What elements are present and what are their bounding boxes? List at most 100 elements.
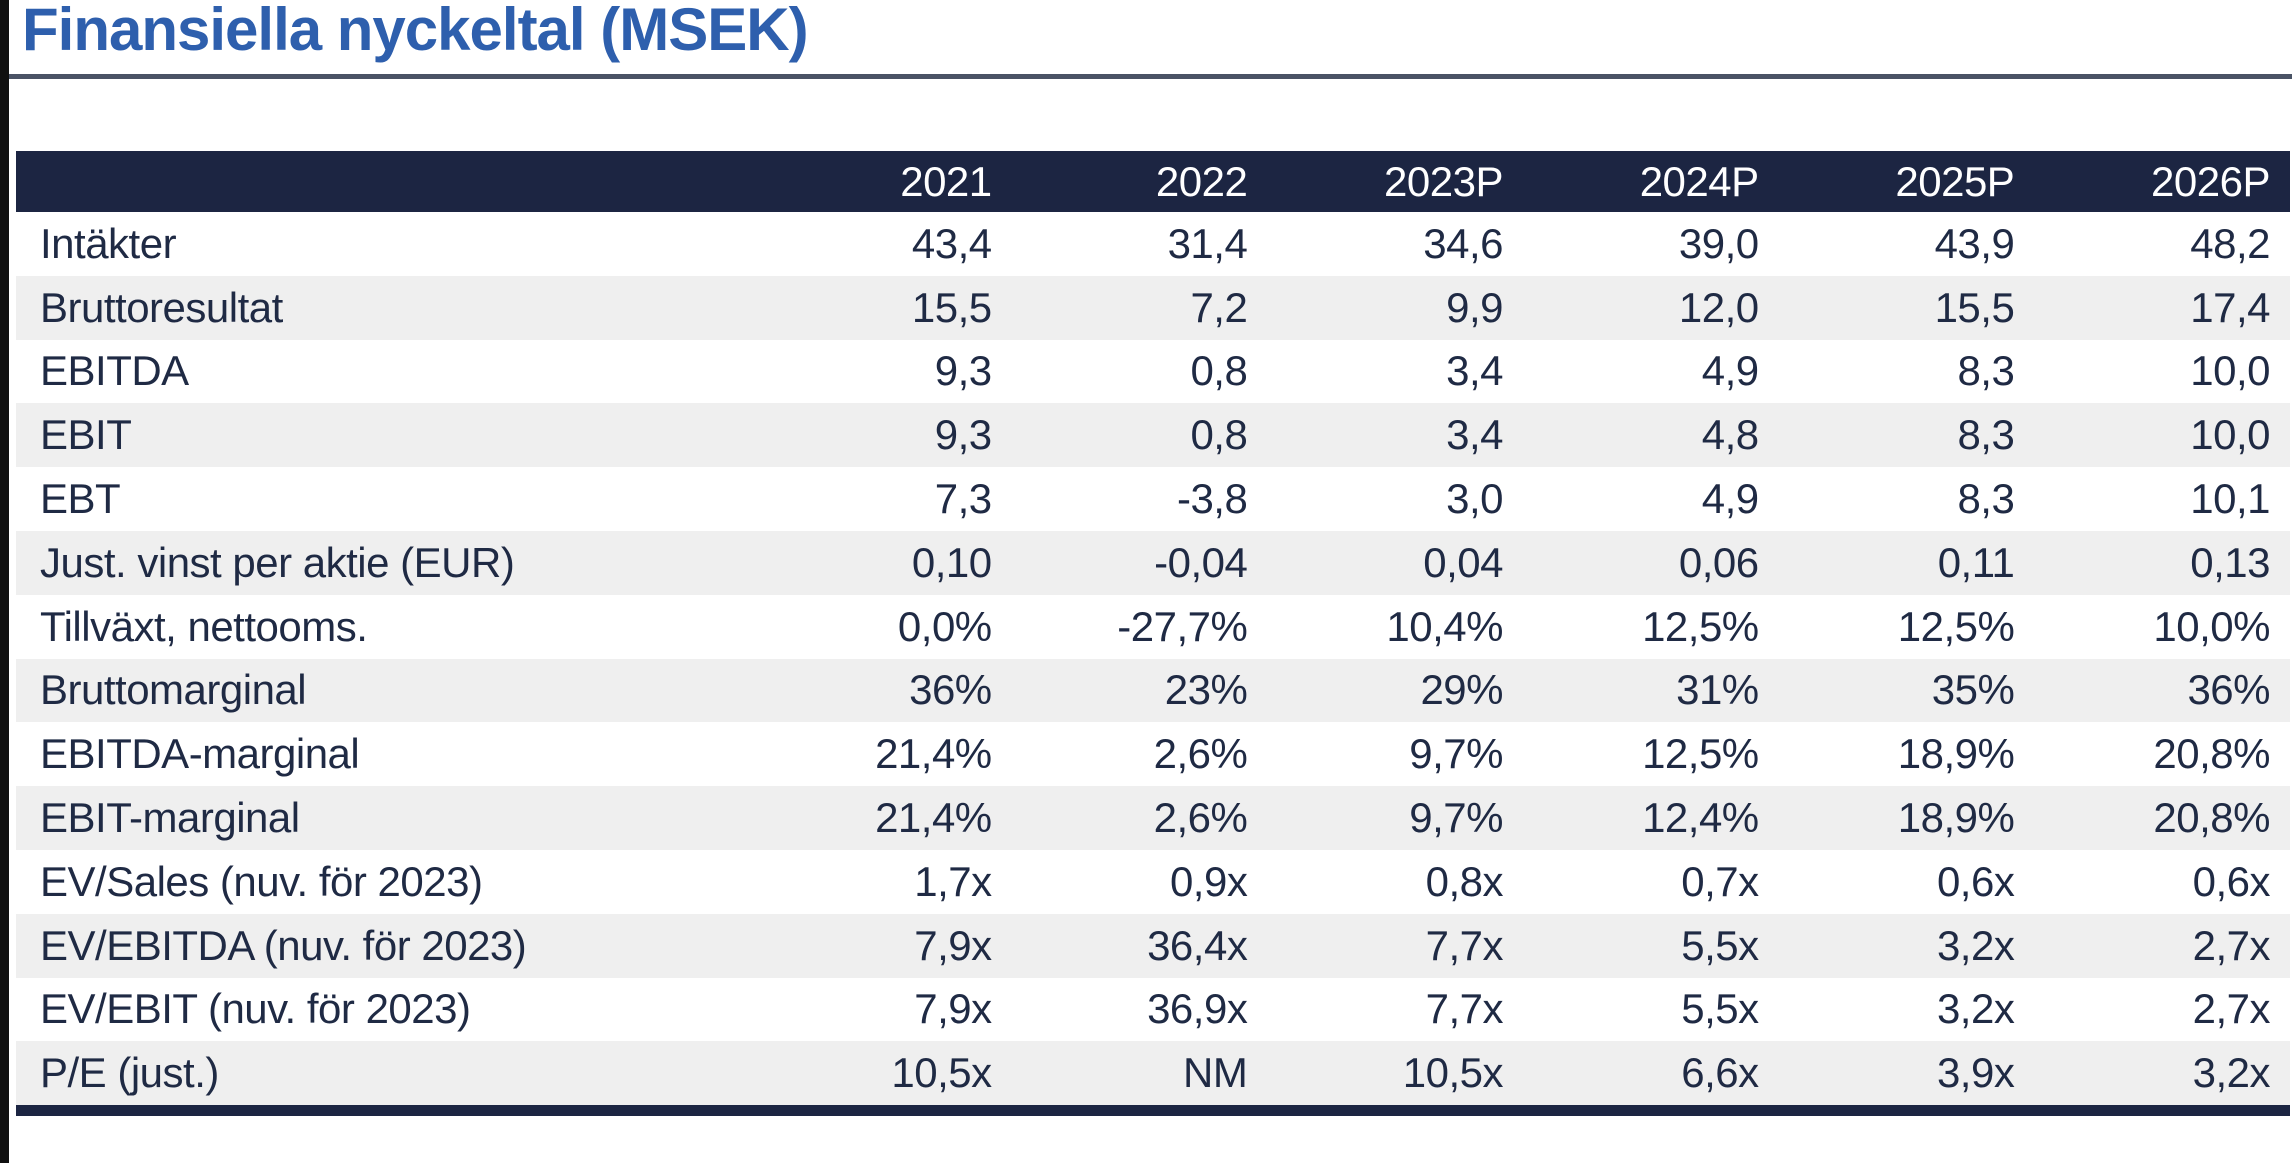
cell-value: 0,04 <box>1423 538 1503 586</box>
cell-value: 9,3 <box>934 411 992 459</box>
cell-value: 1,7x <box>914 857 992 905</box>
table-row: Just. vinst per aktie (EUR) 0,10 -0,04 0,04… <box>16 530 2290 595</box>
cell-value: 5,5x <box>1681 921 1759 969</box>
row-label: Tillväxt, nettooms. <box>40 602 368 650</box>
cell-value: 0,0% <box>897 602 992 650</box>
table-row: EBT 7,3 -3,8 3,0 4,9 8,3 10,1 <box>16 467 2290 531</box>
cell-value: 0,8 <box>1190 347 1248 395</box>
cell-value: 36,4x <box>1147 921 1248 969</box>
cell-value: 7,9x <box>914 985 992 1033</box>
table-row: Bruttomarginal 36% 23% 29% 31% 35% 36% <box>16 658 2290 723</box>
page-left-border <box>0 0 9 1163</box>
table-row: EBIT 9,3 0,8 3,4 4,8 8,3 10,0 <box>16 403 2290 468</box>
cell-value: 7,9x <box>914 921 992 969</box>
row-label: EV/EBIT (nuv. för 2023) <box>40 985 471 1033</box>
cell-value: 4,8 <box>1701 411 1759 459</box>
table-body: Intäkter 43,4 31,4 34,6 39,0 43,9 48,2 Bruttore… <box>16 212 2290 1106</box>
cell-value: 0,06 <box>1678 538 1759 586</box>
cell-value: 2,6% <box>1153 730 1248 778</box>
table-row: Bruttoresultat 15,5 7,2 9,9 12,0 15,5 17,4 <box>16 275 2290 340</box>
cell-value: 39,0 <box>1678 219 1759 267</box>
cell-value: 10,5x <box>1402 1049 1504 1097</box>
cell-value: 34,6 <box>1423 219 1503 267</box>
cell-value: 0,10 <box>911 538 992 586</box>
cell-value: 10,0% <box>2153 602 2270 650</box>
cell-value: 9,7% <box>1409 794 1503 842</box>
cell-value: 43,4 <box>911 219 992 267</box>
cell-value: 2,7x <box>2192 921 2271 969</box>
cell-value: 43,9 <box>1934 219 2015 267</box>
cell-value: 7,3 <box>934 475 992 523</box>
cell-value: 15,5 <box>1934 283 2015 331</box>
cell-value: 18,9% <box>1897 730 2015 778</box>
row-label: EV/EBITDA (nuv. för 2023) <box>40 921 527 969</box>
row-label: EBIT <box>40 411 132 459</box>
cell-value: 3,9x <box>1936 1049 2015 1097</box>
table-row: EV/EBIT (nuv. för 2023) 7,9x 36,9x 7,7x 5,5x… <box>16 977 2290 1042</box>
row-label: P/E (just.) <box>40 1049 219 1097</box>
financial-key-figures-table: 2021 2022 2023P 2024P 2025P 2026P Intäkter 43,… <box>16 151 2290 1117</box>
cell-value: -3,8 <box>1176 475 1248 523</box>
cell-value: 0,8 <box>1190 411 1248 459</box>
cell-value: 31,4 <box>1167 219 1248 267</box>
cell-value: 3,0 <box>1446 475 1503 523</box>
cell-value: 4,9 <box>1701 475 1759 523</box>
row-label: EBITDA-marginal <box>40 730 360 778</box>
cell-value: 15,5 <box>911 283 992 331</box>
cell-value: 12,5% <box>1897 602 2015 650</box>
cell-value: 21,4% <box>875 794 992 842</box>
cell-value: 10,5x <box>891 1049 992 1097</box>
table-row: Intäkter 43,4 31,4 34,6 39,0 43,9 48,2 <box>16 212 2290 276</box>
cell-value: 7,7x <box>1425 985 1504 1033</box>
row-label: Just. vinst per aktie (EUR) <box>40 538 515 586</box>
cell-value: 10,0 <box>2190 347 2270 395</box>
title-underline <box>9 74 2292 79</box>
row-label: EBT <box>40 475 121 523</box>
cell-value: 0,9x <box>1169 857 1248 905</box>
cell-value: 48,2 <box>2190 219 2270 267</box>
column-header-2022: 2022 <box>1155 157 1248 205</box>
cell-value: 20,8% <box>2153 794 2270 842</box>
row-label: Intäkter <box>40 219 177 267</box>
cell-value: 9,3 <box>934 347 992 395</box>
column-header-2023P: 2023P <box>1384 157 1503 205</box>
cell-value: 0,6x <box>2192 857 2271 905</box>
cell-value: 8,3 <box>1957 475 2015 523</box>
cell-value: 8,3 <box>1957 347 2015 395</box>
cell-value: 35% <box>1931 666 2015 714</box>
cell-value: 21,4% <box>875 730 992 778</box>
row-label: EBITDA <box>40 347 189 395</box>
cell-value: 3,4 <box>1446 347 1503 395</box>
page-title: Finansiella nyckeltal (MSEK) <box>22 0 809 63</box>
cell-value: 36,9x <box>1147 985 1248 1033</box>
cell-value: 36% <box>909 666 992 714</box>
table-row: EV/EBITDA (nuv. för 2023) 7,9x 36,4x 7,7x 5,… <box>16 913 2290 978</box>
cell-value: 3,2x <box>1936 985 2015 1033</box>
cell-value: 17,4 <box>2190 283 2270 331</box>
cell-value: 10,4% <box>1386 602 1503 650</box>
cell-value: 10,1 <box>2190 475 2270 523</box>
cell-value: 2,6% <box>1153 794 1248 842</box>
table-row: EV/Sales (nuv. för 2023) 1,7x 0,9x 0,8x 0,7x… <box>16 849 2290 914</box>
cell-value: 3,2x <box>1936 921 2015 969</box>
cell-value: -0,04 <box>1154 538 1248 586</box>
cell-value: 4,9 <box>1701 347 1759 395</box>
cell-value: 29% <box>1420 666 1503 714</box>
row-label: EV/Sales (nuv. för 2023) <box>40 857 483 905</box>
cell-value: 12,5% <box>1642 602 1759 650</box>
cell-value: 31% <box>1676 666 1759 714</box>
cell-value: 6,6x <box>1681 1049 1759 1097</box>
table-row: EBITDA 9,3 0,8 3,4 4,9 8,3 10,0 <box>16 339 2290 404</box>
column-header-2024P: 2024P <box>1639 157 1759 205</box>
cell-value: 7,2 <box>1190 283 1248 331</box>
cell-value: 2,7x <box>2192 985 2271 1033</box>
cell-value: 0,7x <box>1681 857 1759 905</box>
column-header-2026P: 2026P <box>2151 157 2270 205</box>
cell-value: 5,5x <box>1681 985 1759 1033</box>
cell-value: NM <box>1183 1049 1248 1097</box>
cell-value: 18,9% <box>1897 794 2015 842</box>
cell-value: 3,2x <box>2192 1049 2271 1097</box>
cell-value: 0,8x <box>1425 857 1504 905</box>
column-header-2025P: 2025P <box>1895 157 2015 205</box>
